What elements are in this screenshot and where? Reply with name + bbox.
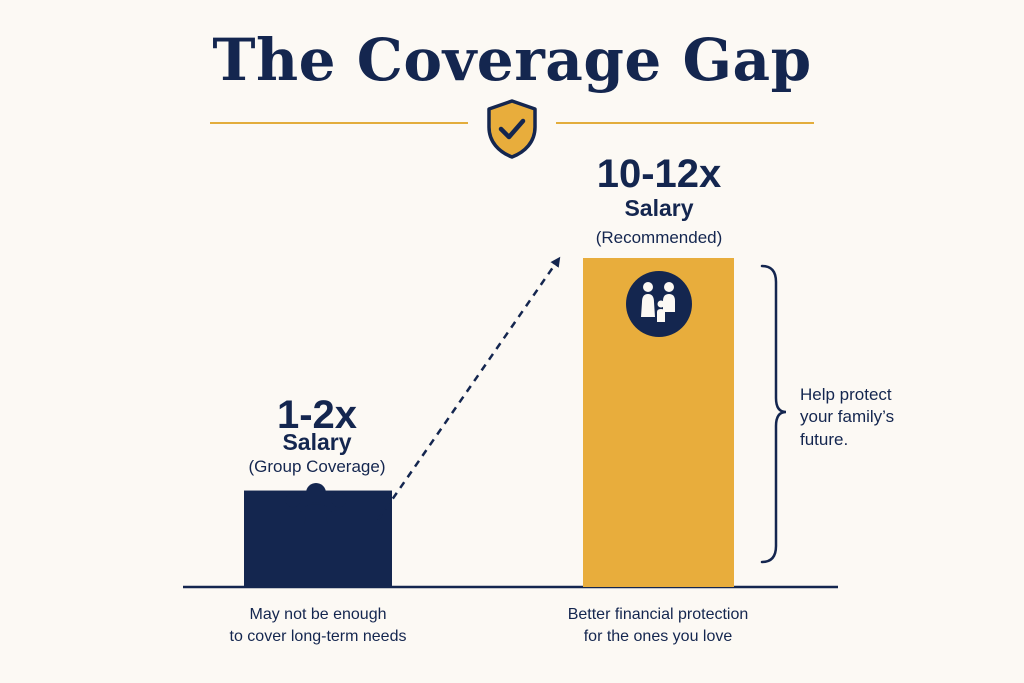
x-label-low-line-1: May not be enough bbox=[249, 606, 387, 623]
category-label-high: (Recommended) bbox=[595, 228, 723, 247]
unit-label-high: Salary bbox=[624, 195, 694, 221]
title-divider-right bbox=[556, 122, 814, 124]
annotation-line-3: future. bbox=[800, 429, 849, 449]
page-title: The Coverage Gap bbox=[212, 26, 812, 94]
shield-check-icon bbox=[487, 99, 537, 159]
value-label-low: 1-2x bbox=[276, 393, 358, 437]
x-label-high-line-2: for the ones you love bbox=[583, 627, 733, 645]
value-label-high: 10-12x bbox=[596, 152, 722, 196]
x-label-low: May not be enough to cover long-term nee… bbox=[168, 604, 468, 647]
annotation-line-1: Help protect bbox=[800, 385, 892, 404]
category-label-low: (Group Coverage) bbox=[248, 457, 386, 476]
family-icon bbox=[626, 271, 692, 337]
group-people-icon bbox=[280, 483, 352, 524]
annotation-text: Help protect your family’s future. bbox=[800, 384, 940, 451]
x-label-high-line-1: Better financial protection bbox=[567, 606, 749, 623]
annotation-line-2: your family’s bbox=[800, 407, 895, 427]
annotation-bracket bbox=[760, 264, 787, 564]
x-label-high: Better financial protection for the ones… bbox=[508, 604, 808, 647]
gap-arrow bbox=[376, 256, 561, 521]
unit-label-low: Salary bbox=[282, 429, 352, 455]
title-divider-left bbox=[210, 122, 468, 124]
x-label-low-line-2: to cover long-term needs bbox=[229, 627, 407, 645]
